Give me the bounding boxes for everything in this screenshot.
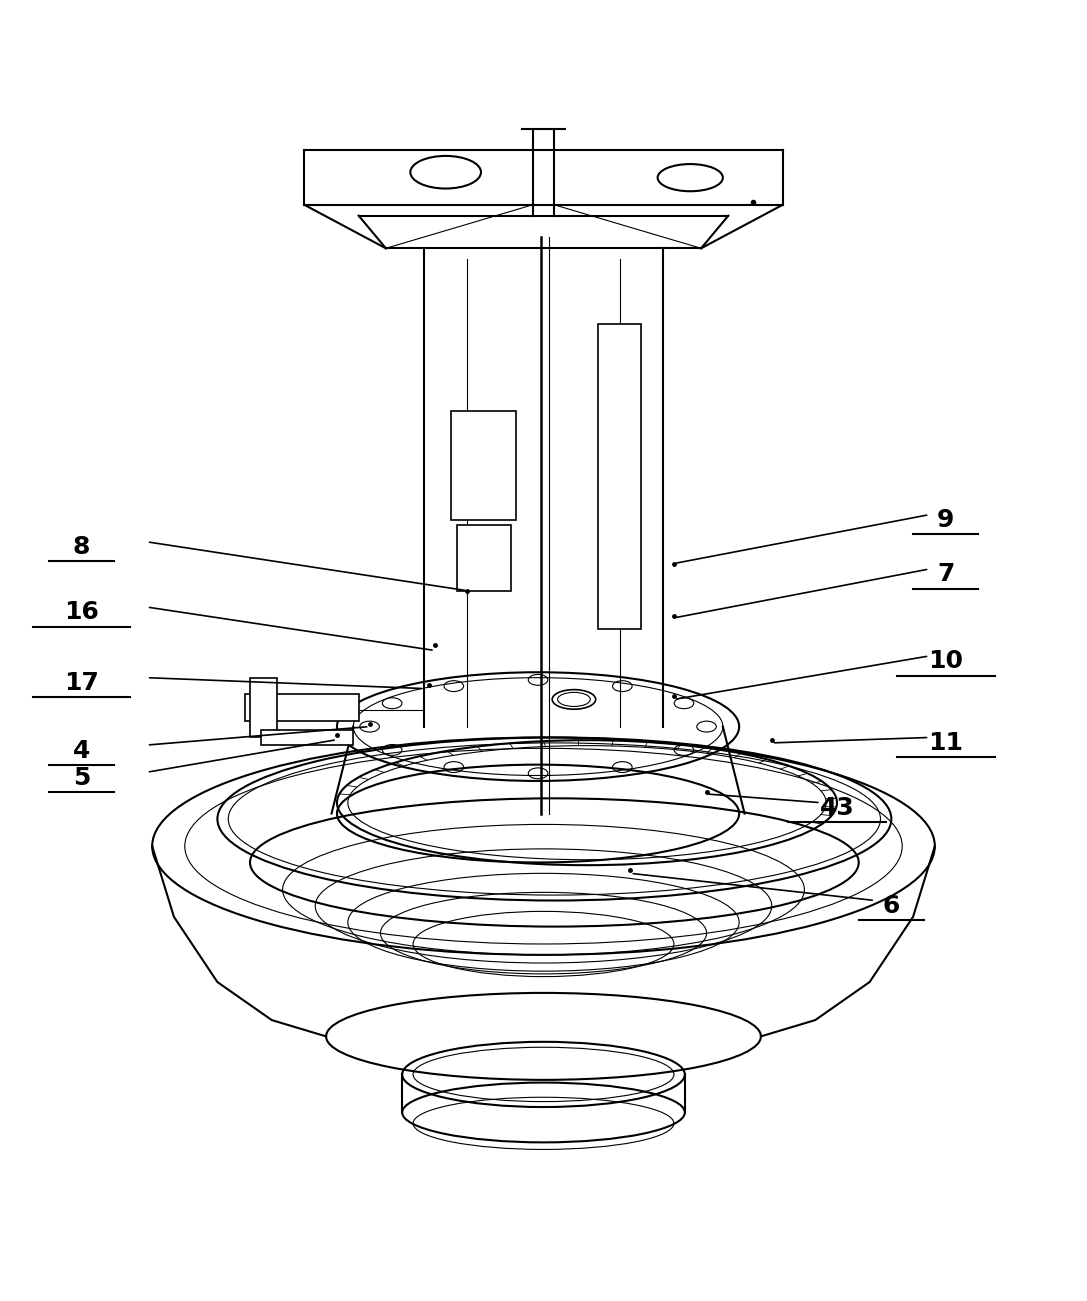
- Bar: [451, 411, 516, 520]
- Bar: [250, 678, 277, 738]
- Text: 9: 9: [937, 509, 954, 532]
- Bar: [245, 693, 359, 721]
- Ellipse shape: [552, 690, 596, 709]
- Text: 43: 43: [820, 796, 854, 820]
- Bar: [457, 526, 511, 591]
- Text: 5: 5: [73, 766, 90, 790]
- Text: 7: 7: [937, 562, 954, 587]
- Text: 6: 6: [883, 894, 900, 919]
- Text: 10: 10: [928, 649, 963, 674]
- Text: 4: 4: [73, 739, 90, 762]
- Bar: [261, 730, 353, 745]
- Text: 17: 17: [64, 671, 99, 695]
- Text: 11: 11: [928, 731, 963, 755]
- Bar: [598, 324, 641, 628]
- Text: 16: 16: [64, 601, 99, 624]
- Text: 8: 8: [73, 535, 90, 559]
